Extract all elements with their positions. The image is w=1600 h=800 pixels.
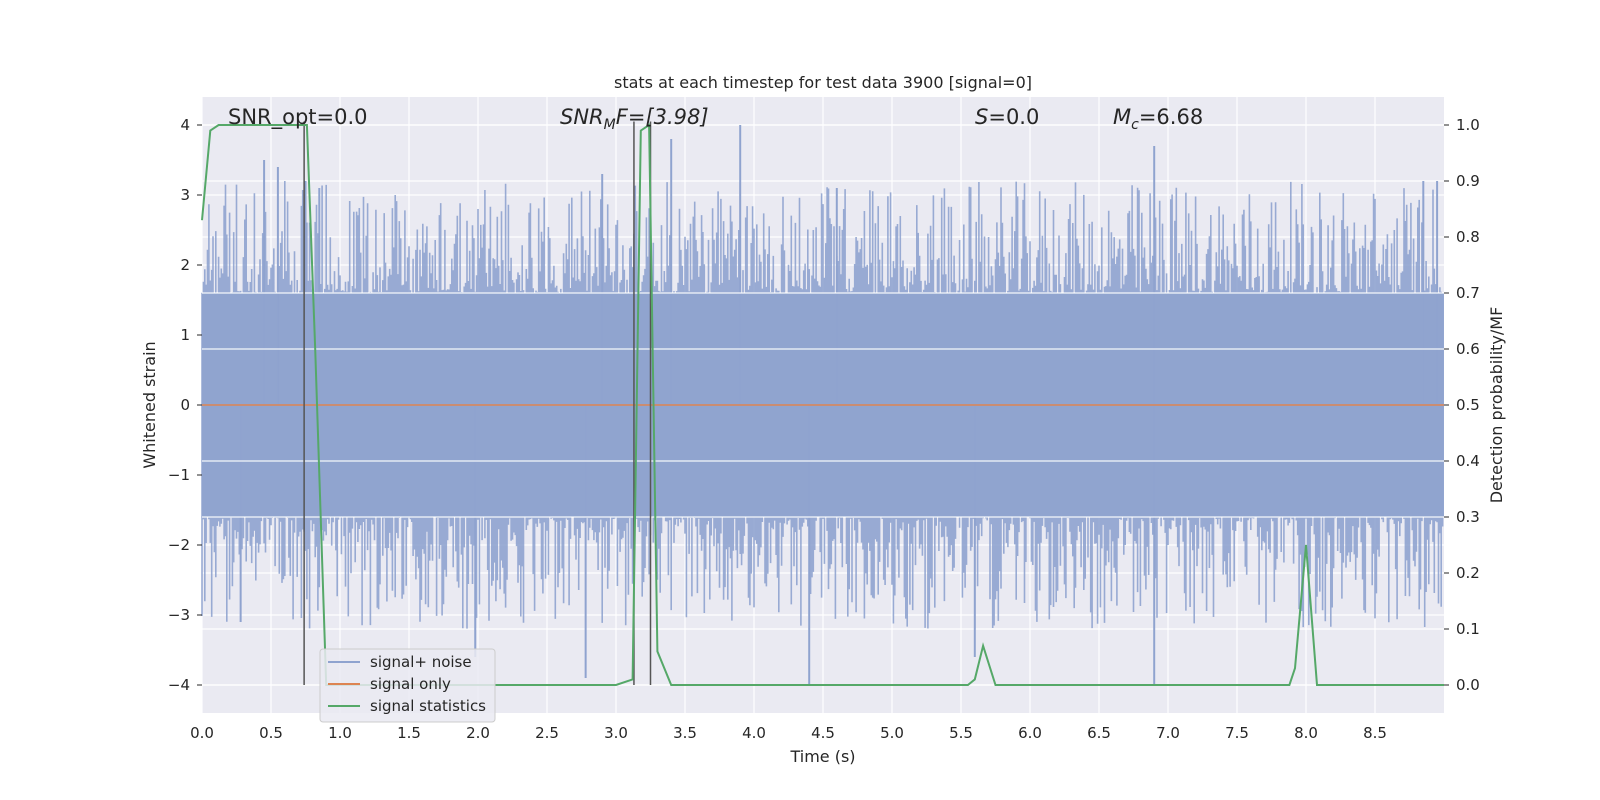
legend-label-noise: signal+ noise: [370, 653, 472, 671]
y-right-tick-label-2: 0.2: [1456, 564, 1480, 582]
y-left-tick-label-4: 0: [180, 396, 190, 414]
left-y-axis-label: Whitened strain: [140, 341, 159, 468]
y-left-tick-label-3: −1: [168, 466, 190, 484]
legend-box: [319, 648, 496, 723]
y-left-tick-label-6: 2: [180, 256, 190, 274]
annotation-snr-mf-main: SNR: [560, 105, 604, 129]
x-tick-label-10: 5.0: [880, 724, 904, 742]
y-left-tick-label-2: −2: [168, 536, 190, 554]
y-left-tick-label-0: −4: [168, 676, 190, 694]
left-y-tick-labels: −4 −3 −2 −1 0 1 2 3 4: [168, 116, 202, 694]
legend: signal+ noise signal only signal statist…: [319, 648, 496, 723]
x-tick-label-4: 2.0: [466, 724, 490, 742]
y-right-tick-label-10: 1.0: [1456, 116, 1480, 134]
right-y-axis-label: Detection probability/MF: [1487, 307, 1506, 504]
x-axis-label: Time (s): [789, 747, 855, 766]
x-tick-label-5: 2.5: [535, 724, 559, 742]
annotation-mc-sub: c: [1131, 117, 1139, 133]
x-tick-label-1: 0.5: [259, 724, 283, 742]
y-left-tick-label-8: 4: [180, 116, 190, 134]
y-left-tick-label-7: 3: [180, 186, 190, 204]
legend-label-stats: signal statistics: [370, 697, 486, 715]
y-right-tick-label-0: 0.0: [1456, 676, 1480, 694]
x-tick-label-16: 8.0: [1294, 724, 1318, 742]
x-tick-label-8: 4.0: [742, 724, 766, 742]
annotation-s-main: S: [975, 105, 988, 129]
right-y-tick-labels: 0.0 0.1 0.2 0.3 0.4 0.5 0.6 0.7 0.8 0.9 1.0: [1444, 116, 1480, 694]
x-tick-label-0: 0.0: [190, 724, 214, 742]
x-tick-label-12: 6.0: [1018, 724, 1042, 742]
x-tick-label-13: 6.5: [1087, 724, 1111, 742]
x-tick-label-17: 8.5: [1363, 724, 1387, 742]
y-right-tick-label-9: 0.9: [1456, 172, 1480, 190]
y-left-tick-label-5: 1: [180, 326, 190, 344]
y-left-tick-label-1: −3: [168, 606, 190, 624]
y-right-tick-label-3: 0.3: [1456, 508, 1480, 526]
chart-title: stats at each timestep for test data 390…: [614, 73, 1032, 92]
y-right-tick-label-5: 0.5: [1456, 396, 1480, 414]
x-tick-label-6: 3.0: [604, 724, 628, 742]
line-series: [201, 121, 1444, 686]
annotation-s-rest: =0.0: [988, 105, 1039, 129]
signal-statistics-line: [201, 123, 1444, 686]
annotation-snr-opt: SNR_opt=0.0: [228, 105, 368, 130]
x-tick-label-11: 5.5: [949, 724, 973, 742]
x-tick-label-9: 4.5: [811, 724, 835, 742]
y-right-tick-label-8: 0.8: [1456, 228, 1480, 246]
annotation-snr-mf-rest: F=[3.98]: [616, 105, 709, 129]
x-tick-label-14: 7.0: [1156, 724, 1180, 742]
x-tick-label-2: 1.0: [328, 724, 352, 742]
annotation-snr-mf: SNRMF=[3.98]: [560, 105, 709, 133]
x-tick-label-7: 3.5: [673, 724, 697, 742]
annotation-snr-mf-sub: M: [604, 117, 616, 133]
y-right-tick-label-1: 0.1: [1456, 620, 1480, 638]
annotation-mc-main: M: [1113, 105, 1131, 129]
legend-label-signal: signal only: [370, 675, 451, 693]
x-tick-labels: 0.0 0.5 1.0 1.5 2.0 2.5 3.0 3.5 4.0 4.5 5.0 5.5 6.0 6…: [190, 724, 1387, 742]
annotation-s: S=0.0: [975, 105, 1039, 129]
x-tick-label-15: 7.5: [1225, 724, 1249, 742]
annotation-mc: Mc=6.68: [1113, 105, 1203, 133]
y-right-tick-label-7: 0.7: [1456, 284, 1480, 302]
annotation-mc-rest: =6.68: [1139, 105, 1203, 129]
x-tick-label-3: 1.5: [397, 724, 421, 742]
y-right-tick-label-6: 0.6: [1456, 340, 1480, 358]
y-right-tick-label-4: 0.4: [1456, 452, 1480, 470]
